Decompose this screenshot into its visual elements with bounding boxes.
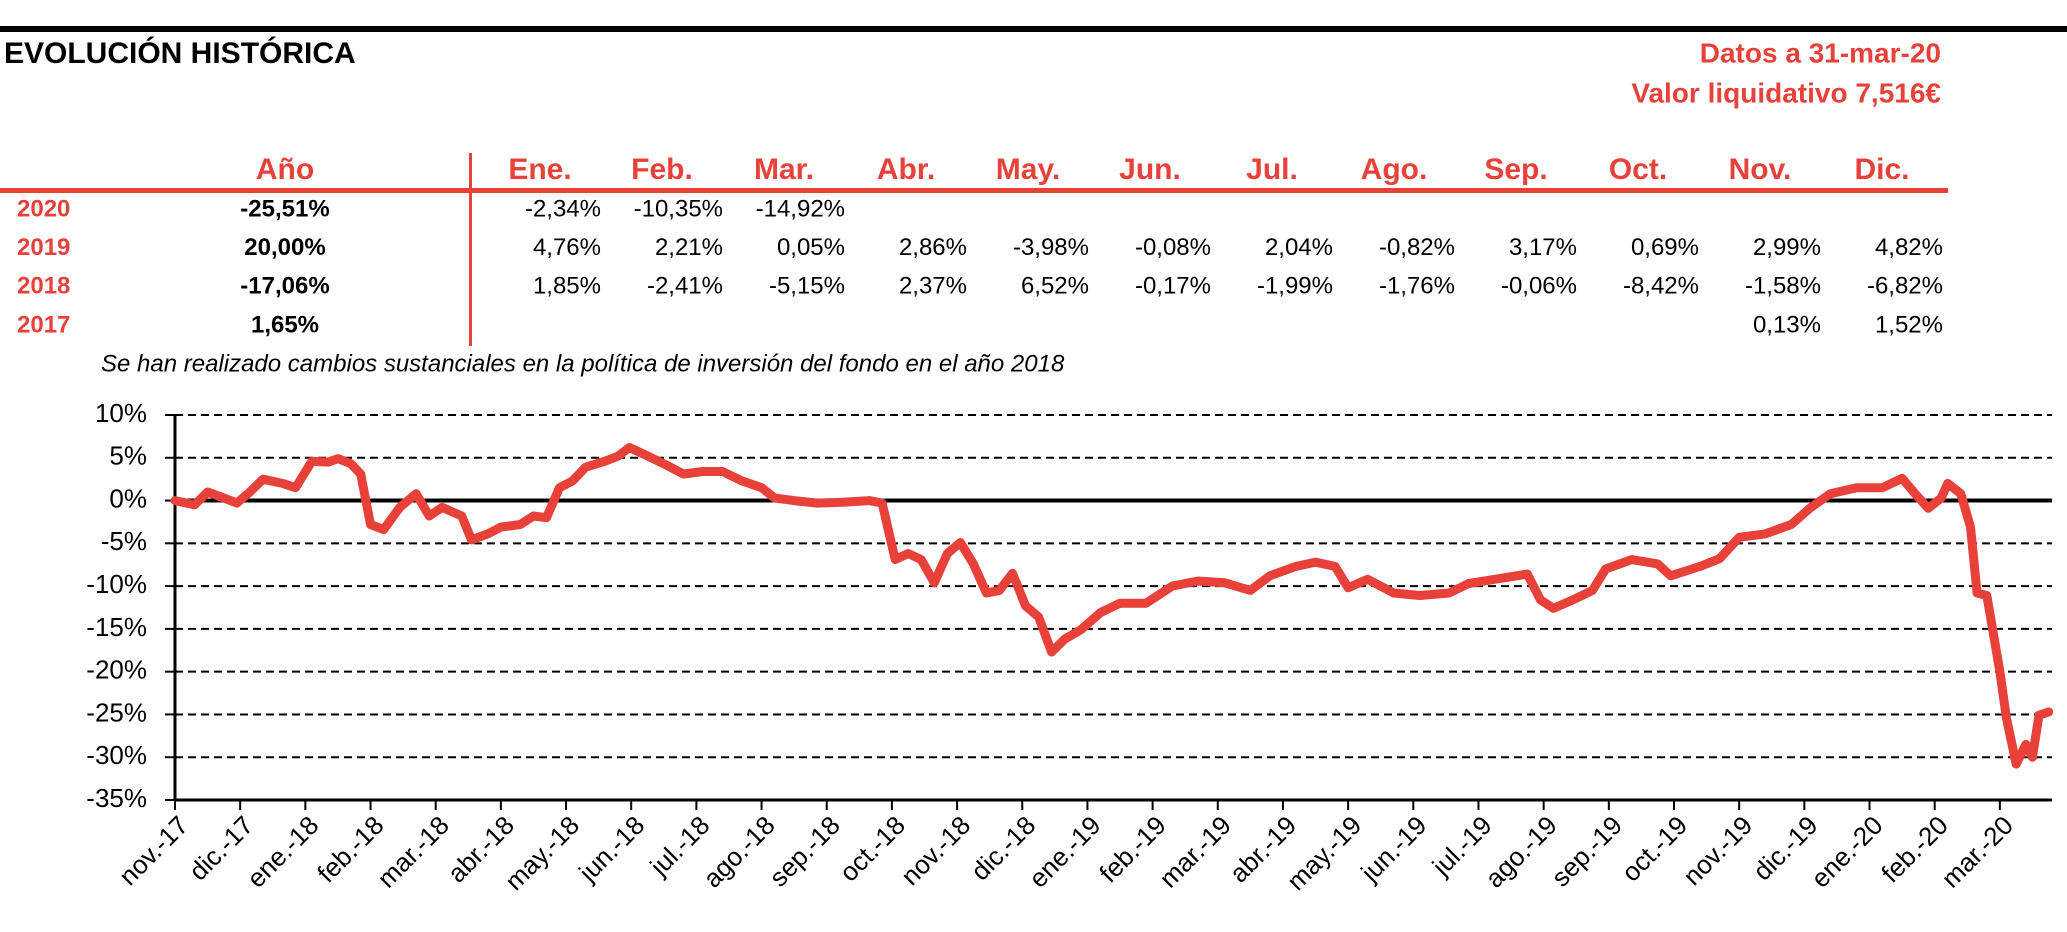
month-return: 2,37% bbox=[899, 273, 967, 300]
month-return: -6,82% bbox=[1867, 273, 1943, 300]
month-return: 1,85% bbox=[533, 273, 601, 300]
x-tick-label: oct.-19 bbox=[1616, 810, 1693, 887]
month-return: 3,17% bbox=[1509, 234, 1577, 261]
x-tick-label: nov.-17 bbox=[113, 810, 194, 891]
column-header: Ene. bbox=[508, 153, 571, 186]
y-tick-label: 10% bbox=[95, 398, 147, 428]
nav: Valor liquidativo 7,516€ bbox=[1631, 77, 1941, 108]
x-tick-label: ene.-19 bbox=[1023, 810, 1107, 894]
y-tick-label: 5% bbox=[109, 441, 147, 471]
month-return: -2,41% bbox=[647, 273, 723, 300]
x-tick-label: jun.-18 bbox=[572, 810, 650, 888]
month-return: 4,82% bbox=[1875, 234, 1943, 261]
x-tick-label: mar.-20 bbox=[1935, 810, 2019, 894]
title: EVOLUCIÓN HISTÓRICA bbox=[4, 36, 356, 70]
row-year: 2019 bbox=[17, 234, 70, 261]
row-year: 2017 bbox=[17, 311, 70, 338]
x-tick-label: sep.-19 bbox=[1545, 810, 1628, 893]
top-rule bbox=[0, 26, 2067, 32]
row-year: 2018 bbox=[17, 273, 70, 300]
x-tick-label: mar.-18 bbox=[371, 810, 455, 894]
y-tick-label: -20% bbox=[86, 655, 147, 685]
column-header: Sep. bbox=[1484, 153, 1547, 186]
y-tick-label: -30% bbox=[86, 740, 147, 770]
column-header: Feb. bbox=[631, 153, 693, 186]
column-header: Año bbox=[256, 153, 314, 186]
year-return: 1,65% bbox=[251, 311, 319, 338]
month-return: -2,34% bbox=[525, 195, 601, 222]
month-return: -3,98% bbox=[1013, 234, 1089, 261]
row-year: 2020 bbox=[17, 195, 70, 222]
x-tick-label: nov.-19 bbox=[1677, 810, 1758, 891]
month-return: 0,05% bbox=[777, 234, 845, 261]
month-return: -0,06% bbox=[1501, 273, 1577, 300]
year-return: 20,00% bbox=[244, 234, 325, 261]
y-tick-label: -15% bbox=[86, 612, 147, 642]
month-return: -1,76% bbox=[1379, 273, 1455, 300]
x-tick-label: ago.-19 bbox=[1479, 810, 1563, 894]
x-tick-label: jun.-19 bbox=[1354, 810, 1432, 888]
x-tick-label: oct.-18 bbox=[834, 810, 911, 887]
x-tick-label: ene.-20 bbox=[1805, 810, 1889, 894]
month-return: -10,35% bbox=[634, 195, 723, 222]
x-tick-label: sep.-18 bbox=[763, 810, 846, 893]
y-tick-label: -10% bbox=[86, 569, 147, 599]
month-return: -1,99% bbox=[1257, 273, 1333, 300]
column-header: May. bbox=[996, 153, 1060, 186]
column-header: Dic. bbox=[1854, 153, 1909, 186]
month-return: 4,76% bbox=[533, 234, 601, 261]
month-return: -0,08% bbox=[1135, 234, 1211, 261]
month-return: -8,42% bbox=[1623, 273, 1699, 300]
year-return: -25,51% bbox=[240, 195, 329, 222]
x-tick-label: ene.-18 bbox=[241, 810, 325, 894]
month-return: -1,58% bbox=[1745, 273, 1821, 300]
year-return: -17,06% bbox=[240, 273, 329, 300]
month-return: 2,04% bbox=[1265, 234, 1333, 261]
date: Datos a 31-mar-20 bbox=[1700, 37, 1941, 68]
month-return: 0,69% bbox=[1631, 234, 1699, 261]
series-line bbox=[170, 443, 2054, 769]
x-tick-label: ago.-18 bbox=[697, 810, 781, 894]
column-header: Oct. bbox=[1609, 153, 1667, 186]
month-return: -5,15% bbox=[769, 273, 845, 300]
x-tick-label: nov.-18 bbox=[895, 810, 976, 891]
month-return: 2,21% bbox=[655, 234, 723, 261]
column-header: Jul. bbox=[1246, 153, 1298, 186]
month-return: -0,82% bbox=[1379, 234, 1455, 261]
x-tick-label: may.-19 bbox=[1281, 810, 1367, 896]
month-return: -0,17% bbox=[1135, 273, 1211, 300]
y-tick-label: 0% bbox=[109, 483, 147, 513]
month-return: 1,52% bbox=[1875, 311, 1943, 338]
y-tick-label: -35% bbox=[86, 783, 147, 813]
month-return: 2,86% bbox=[899, 234, 967, 261]
column-header: Abr. bbox=[877, 153, 935, 186]
column-header: Nov. bbox=[1729, 153, 1792, 186]
x-tick-label: may.-18 bbox=[499, 810, 585, 896]
column-divider bbox=[469, 153, 472, 346]
column-header: Jun. bbox=[1119, 153, 1181, 186]
header-rule bbox=[0, 188, 1948, 193]
y-tick-label: -25% bbox=[86, 697, 147, 727]
y-tick-label: -5% bbox=[101, 526, 147, 556]
month-return: -14,92% bbox=[756, 195, 845, 222]
month-return: 0,13% bbox=[1753, 311, 1821, 338]
month-return: 6,52% bbox=[1021, 273, 1089, 300]
month-return: 2,99% bbox=[1753, 234, 1821, 261]
note: Se han realizado cambios sustanciales en… bbox=[101, 350, 1065, 377]
column-header: Mar. bbox=[754, 153, 814, 186]
x-tick-label: mar.-19 bbox=[1153, 810, 1237, 894]
column-header: Ago. bbox=[1361, 153, 1428, 186]
